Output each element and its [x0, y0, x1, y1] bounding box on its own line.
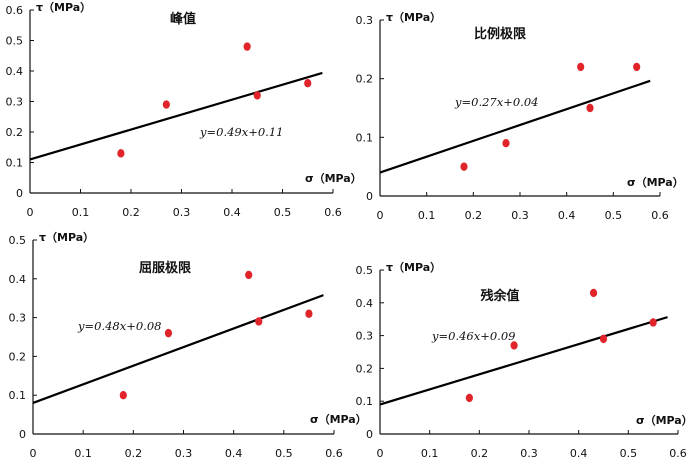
data-point [599, 334, 608, 344]
fit-line [32, 294, 324, 404]
y-axis-label: τ（MPa） [386, 261, 441, 274]
x-tick-label: 0.2 [471, 447, 489, 460]
y-tick-label: 0.3 [356, 14, 374, 27]
x-tick-label: 0.3 [173, 206, 191, 219]
x-tick-label: 0.1 [74, 447, 92, 460]
y-tick-label: 0.2 [356, 73, 374, 86]
panel-4: 0 0.1 0.2 0.3 0.4 0.5 0.6 0 0.1 0.2 0.3 0.4 0.5 τ（MPa… [356, 261, 690, 460]
data-point [305, 309, 313, 318]
panel-title: 残余值 [480, 288, 519, 304]
y-axis-label: τ（MPa） [36, 1, 91, 14]
fit-line [379, 316, 668, 406]
data-point [162, 100, 170, 109]
data-point [304, 79, 312, 88]
fit-equation: y=0.27x+0.04 [454, 95, 538, 109]
x-tick-label: 0 [27, 206, 34, 219]
y-tick-label: 0.2 [9, 350, 27, 363]
data-point [465, 393, 473, 403]
x-tick-label: 0.5 [605, 209, 623, 222]
y-tick-label: 0.3 [6, 96, 24, 109]
x-tick-label: 0.4 [558, 209, 576, 222]
data-point [649, 318, 657, 327]
x-tick-label: 0.3 [511, 209, 529, 222]
y-axis-label: τ（MPa） [386, 11, 441, 24]
x-tick-label: 0.6 [324, 206, 342, 219]
y-tick-label: 0.1 [356, 131, 374, 144]
y-tick-label: 0.5 [6, 35, 24, 48]
y-tick-label: 0.1 [9, 389, 27, 402]
y-tick-label: 0 [366, 190, 373, 203]
x-tick-label: 0.1 [418, 209, 436, 222]
x-tick-label: 0 [377, 209, 384, 222]
fit-line [29, 71, 323, 161]
x-axis-label: σ（MPa） [627, 176, 684, 189]
x-tick-label: 0.5 [620, 447, 638, 460]
panel-title: 峰值 [170, 11, 196, 27]
x-axis-label: σ（MPa） [636, 414, 690, 427]
x-tick-label: 0.4 [223, 206, 241, 219]
y-tick-label: 0.5 [356, 264, 374, 277]
y-tick-label: 0 [19, 428, 26, 441]
data-point [117, 149, 125, 158]
data-point [243, 42, 251, 51]
y-tick-label: 0.4 [356, 297, 374, 310]
fit-equation: y=0.49x+0.11 [199, 125, 283, 139]
x-tick-label: 0.4 [225, 447, 243, 460]
y-tick-label: 0.3 [9, 312, 27, 325]
y-tick-label: 0.4 [6, 65, 24, 78]
x-tick-label: 0.4 [570, 447, 588, 460]
y-tick-label: 0.5 [9, 234, 27, 247]
x-tick-label: 0.1 [421, 447, 439, 460]
y-tick-label: 0 [366, 428, 373, 441]
y-tick-label: 0 [16, 187, 23, 200]
y-tick-label: 0.2 [356, 362, 374, 375]
panel-2: 0 0.1 0.2 0.3 0.4 0.5 0.6 0 0.1 0.2 0.3 τ（MPa） σ（MPa… [356, 11, 684, 222]
x-tick-label: 0 [30, 447, 37, 460]
data-point [589, 288, 598, 298]
y-tick-label: 0.6 [6, 4, 24, 17]
x-tick-label: 0.5 [274, 206, 292, 219]
data-point [119, 391, 127, 400]
y-tick-label: 0.4 [9, 273, 27, 286]
fit-equation: y=0.48x+0.08 [77, 319, 161, 333]
y-axis-label: τ（MPa） [39, 231, 94, 244]
panel-3: 0 0.1 0.2 0.3 0.4 0.5 0.6 0 0.1 0.2 0.3 0.4 0.5 τ（MPa… [9, 231, 367, 460]
x-tick-label: 0.6 [669, 447, 687, 460]
x-tick-label: 0.1 [72, 206, 90, 219]
x-axis-label: σ（MPa） [310, 413, 367, 426]
x-tick-label: 0.3 [520, 447, 538, 460]
y-tick-label: 0.3 [356, 330, 374, 343]
data-point [577, 62, 585, 72]
x-tick-label: 0.2 [125, 447, 143, 460]
panel-title: 屈服极限 [139, 260, 192, 276]
y-tick-label: 0.1 [356, 395, 374, 408]
data-point [502, 139, 510, 148]
fit-equation: y=0.46x+0.09 [431, 329, 515, 343]
data-point [255, 317, 263, 326]
data-point [633, 62, 641, 72]
data-point [510, 341, 518, 350]
x-tick-label: 0.6 [325, 447, 343, 460]
x-tick-label: 0.2 [122, 206, 140, 219]
fit-line [379, 79, 651, 174]
data-point [460, 162, 468, 171]
data-point [245, 270, 253, 280]
x-tick-label: 0.5 [275, 447, 293, 460]
x-tick-label: 0.6 [651, 209, 669, 222]
panel-1: 0 0.1 0.2 0.3 0.4 0.5 0.6 0 0.1 0.2 0.3 0.4 0.5 0.6 τ（… [6, 1, 362, 219]
y-tick-label: 0.2 [6, 126, 24, 139]
y-tick-label: 0.1 [6, 157, 24, 170]
data-point [164, 328, 173, 338]
x-axis-label: σ（MPa） [305, 172, 362, 185]
x-tick-label: 0.3 [175, 447, 193, 460]
x-tick-label: 0 [377, 447, 384, 460]
data-point [586, 103, 594, 113]
panel-title: 比例极限 [474, 26, 527, 42]
x-tick-label: 0.2 [465, 209, 483, 222]
data-point [253, 91, 261, 100]
